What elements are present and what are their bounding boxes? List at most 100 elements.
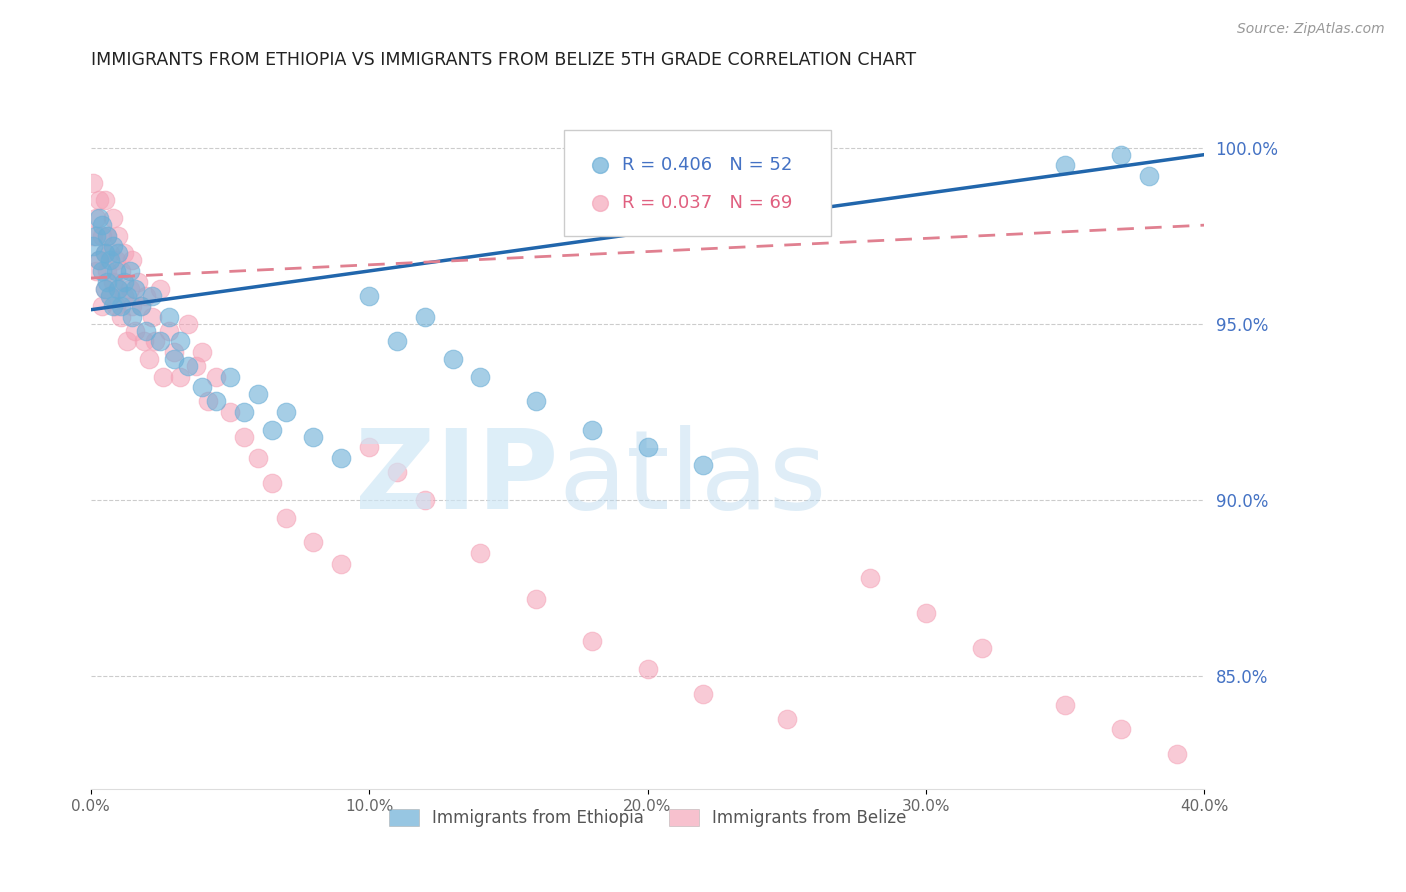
Point [357,440,380,454]
Point [90,228,112,243]
Point [637,440,659,454]
Point [302,430,325,444]
Point [96,228,118,243]
Point [141,288,163,302]
Text: atlas: atlas [558,425,827,533]
Point [260,423,283,437]
Point [98,288,121,302]
Point [385,465,408,479]
Point [124,282,146,296]
Point [104,264,127,278]
Point [84,264,107,278]
Point [135,288,157,302]
Legend: Immigrants from Ethiopia, Immigrants from Belize: Immigrants from Ethiopia, Immigrants fro… [382,802,912,834]
Point [163,345,186,359]
Point [110,264,132,278]
Point [1353,735,1375,749]
Point [581,423,603,437]
Point [205,369,228,384]
Point [232,405,254,419]
Point [1137,169,1160,183]
Point [197,394,219,409]
Point [96,275,118,289]
Point [96,228,118,243]
Point [205,394,228,409]
Point [129,299,152,313]
Point [87,253,110,268]
Point [524,591,547,606]
Point [107,246,129,260]
Point [82,176,104,190]
Point [101,299,124,313]
Point [87,194,110,208]
Point [441,352,464,367]
Point [84,211,107,225]
Point [93,194,115,208]
Point [110,310,132,324]
Point [96,264,118,278]
Point [859,571,882,585]
Point [107,282,129,296]
FancyBboxPatch shape [564,130,831,235]
Point [157,310,180,324]
Point [135,324,157,338]
Point [186,359,208,373]
Point [274,510,297,524]
Point [129,299,152,313]
Point [101,239,124,253]
Point [637,662,659,676]
Point [246,387,269,401]
Point [152,369,174,384]
Point [82,228,104,243]
Point [232,430,254,444]
Point [1109,723,1132,737]
Point [581,634,603,648]
Point [1166,747,1188,761]
Point [1109,147,1132,161]
Point [82,239,104,253]
Point [93,246,115,260]
Point [87,211,110,225]
Text: R = 0.406   N = 52: R = 0.406 N = 52 [621,155,792,174]
Text: ZIP: ZIP [356,425,558,533]
Point [970,641,993,656]
Point [121,253,143,268]
Point [98,288,121,302]
Point [101,275,124,289]
Point [112,275,135,289]
Point [177,317,200,331]
Point [191,380,214,394]
Point [124,324,146,338]
Point [413,493,436,508]
Point [90,264,112,278]
Point [330,557,353,571]
Point [330,450,353,465]
Point [385,334,408,349]
Point [692,458,714,472]
Point [149,282,172,296]
Point [93,282,115,296]
Point [470,369,492,384]
Point [776,712,799,726]
Point [413,310,436,324]
Point [218,369,240,384]
Point [93,246,115,260]
Point [1353,542,1375,557]
Point [169,334,191,349]
Text: Source: ZipAtlas.com: Source: ZipAtlas.com [1237,22,1385,37]
Point [98,246,121,260]
Point [357,288,380,302]
Point [143,334,166,349]
Point [127,275,149,289]
Point [1054,698,1077,712]
Point [84,228,107,243]
Point [98,253,121,268]
Point [104,253,127,268]
Point [302,535,325,549]
Point [274,405,297,419]
Point [107,228,129,243]
Point [191,345,214,359]
Point [692,687,714,701]
Point [915,606,938,620]
Point [218,405,240,419]
